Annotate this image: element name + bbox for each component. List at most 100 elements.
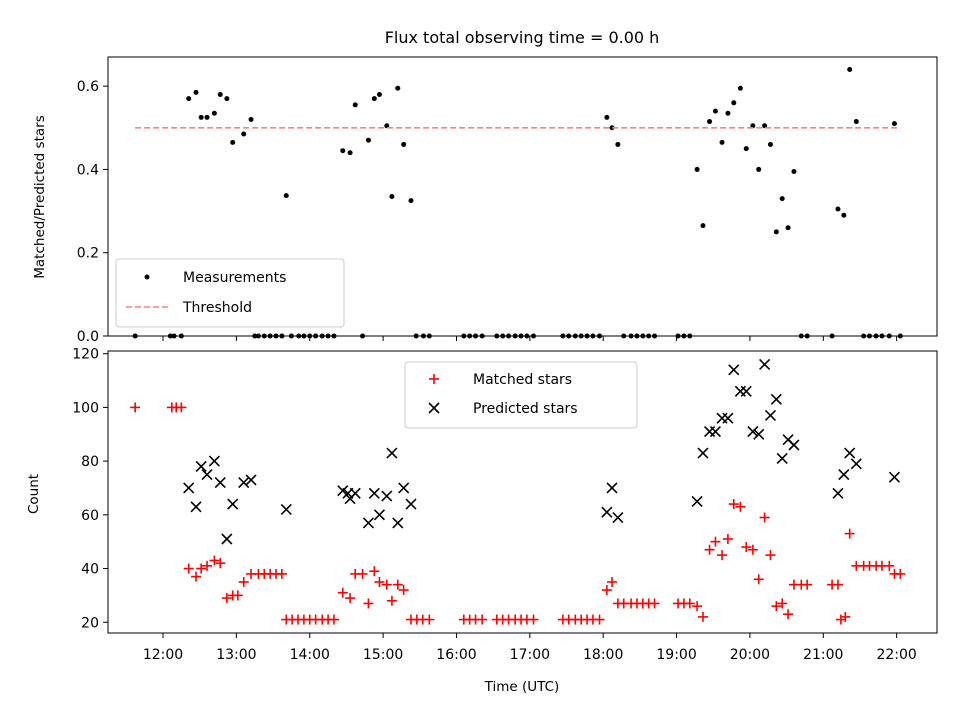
matched-stars-point <box>374 576 385 587</box>
measurement-point <box>707 119 713 125</box>
matched-stars-point <box>884 560 895 571</box>
matched-stars-point <box>771 601 782 612</box>
matched-stars-point <box>722 534 733 544</box>
measurement-point <box>835 206 841 212</box>
bottom-xtick-label: 18:00 <box>583 647 623 663</box>
predicted-stars-point <box>221 533 233 545</box>
predicted-stars-point <box>753 428 765 440</box>
predicted-stars-point <box>195 460 207 473</box>
predicted-stars-point <box>201 468 213 481</box>
matched-stars-point <box>528 614 539 625</box>
matched-stars-point <box>176 402 187 413</box>
matched-stars-point <box>607 576 618 587</box>
measurement-point <box>779 196 785 202</box>
legend-predicted-marker <box>428 402 440 414</box>
matched-stars-point <box>753 574 764 585</box>
measurement-point <box>340 148 346 154</box>
top-legend: Measurements Threshold <box>115 258 345 328</box>
measurement-point <box>773 229 779 235</box>
predicted-stars-point <box>697 447 709 459</box>
matched-stars-point <box>183 563 194 574</box>
predicted-stars-point <box>850 458 862 470</box>
measurement-point <box>395 85 401 91</box>
measurement-point <box>408 198 414 204</box>
matched-stars-point <box>202 560 213 571</box>
predicted-stars-point <box>381 490 393 502</box>
matched-stars-point <box>895 568 906 579</box>
measurement-point <box>737 85 743 91</box>
bottom-axes-frame <box>107 350 938 634</box>
matched-stars-point <box>759 512 770 523</box>
bottom-xtick-label: 14:00 <box>290 647 330 663</box>
matched-stars-point <box>777 598 788 609</box>
predicted-stars-point <box>764 409 777 422</box>
predicted-stars-point <box>238 477 250 489</box>
matched-stars-point <box>398 585 409 596</box>
legend-matched-marker <box>429 374 439 384</box>
predicted-stars-point <box>392 517 404 529</box>
legend-threshold-label: Threshold <box>182 300 252 316</box>
measurement-point <box>694 166 700 172</box>
measurement-point <box>731 100 737 106</box>
matched-stars-point <box>704 544 715 555</box>
bottom-plot-area: 20 40 60 80 100 120 12:00 13:00 14:00 15:00 16:00 1… <box>72 347 917 663</box>
matched-stars-point <box>357 568 368 579</box>
legend-measurements-label: Measurements <box>183 270 286 286</box>
measurement-point <box>712 108 718 114</box>
matched-stars-point <box>196 563 207 574</box>
matched-stars-point <box>232 590 243 601</box>
measurement-point <box>198 114 204 120</box>
top-panel: Flux total observing time = 0.00 h Match… <box>32 28 938 345</box>
predicted-stars-point <box>373 509 386 521</box>
predicted-stars-point <box>349 487 361 499</box>
bottom-ytick-label: 60 <box>81 508 99 524</box>
top-ytick-label: 0.6 <box>77 79 99 95</box>
bottom-ytick-label: 80 <box>81 454 99 470</box>
matched-stars-point <box>337 587 348 598</box>
measurement-point <box>750 123 756 129</box>
measurement-point <box>224 96 230 102</box>
measurement-point <box>347 150 353 156</box>
measurement-point <box>847 66 853 72</box>
matched-stars-point <box>649 598 660 609</box>
predicted-stars-point <box>691 495 703 507</box>
predicted-stars-point <box>606 482 618 494</box>
predicted-stars-point <box>368 487 380 499</box>
matched-stars-point <box>735 501 746 512</box>
measurement-point <box>230 139 236 145</box>
matched-stars-point <box>684 598 695 609</box>
bottom-legend-box <box>404 361 638 429</box>
measurement-point <box>211 110 217 116</box>
measurement-point <box>384 123 390 129</box>
bottom-xtick-label: 22:00 <box>876 647 916 663</box>
matched-stars-point <box>697 611 708 622</box>
measurement-point <box>217 91 223 97</box>
predicted-stars-point <box>214 477 226 489</box>
matched-stars-point <box>381 579 392 590</box>
matched-stars-point <box>832 579 843 590</box>
matched-stars-point <box>221 593 232 604</box>
predicted-stars-point <box>362 517 375 529</box>
predicted-stars-point <box>612 511 624 524</box>
measurement-point <box>352 102 358 108</box>
bottom-xtick-label: 19:00 <box>656 647 696 663</box>
measurement-point <box>376 91 382 97</box>
matched-stars-point <box>238 576 249 587</box>
measurement-point <box>186 96 192 102</box>
predicted-stars-point <box>227 498 239 510</box>
bottom-ytick-label: 100 <box>72 400 99 416</box>
predicted-stars-point <box>398 482 410 494</box>
matched-stars-point <box>692 601 703 612</box>
matched-stars-point <box>747 544 758 555</box>
matched-stars-point <box>130 402 141 413</box>
predicted-stars-point <box>601 506 613 518</box>
matched-stars-point <box>741 542 752 553</box>
predicted-stars-point <box>776 452 788 464</box>
top-ytick-label: 0.0 <box>77 329 99 345</box>
legend-matched-label: Matched stars <box>473 372 572 388</box>
bottom-ytick-label: 40 <box>81 562 99 578</box>
measurement-point <box>248 116 254 122</box>
bottom-xtick-label: 16:00 <box>436 647 476 663</box>
measurement-point <box>615 141 621 147</box>
matched-stars-point <box>477 614 488 625</box>
